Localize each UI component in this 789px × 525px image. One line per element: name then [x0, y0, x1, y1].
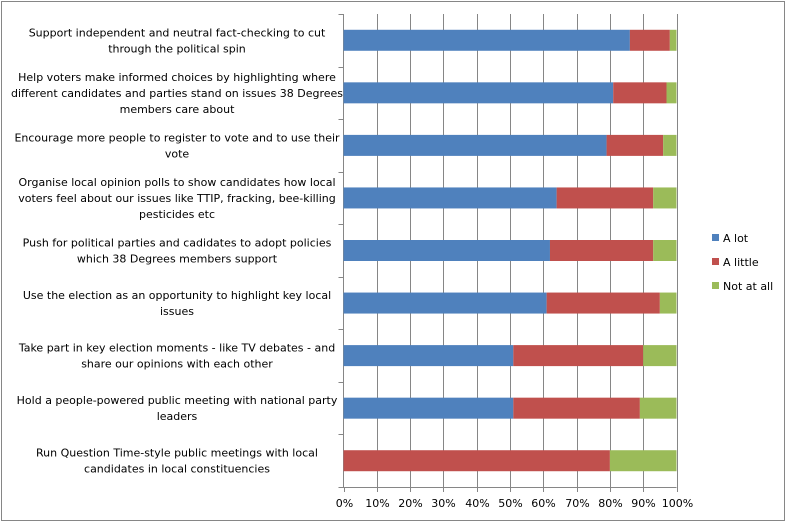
legend-label: A lot [723, 232, 749, 245]
bar-a-little [549, 240, 654, 261]
bar-a-little [546, 292, 660, 314]
bar-a-lot [343, 397, 514, 419]
x-tick-label: 80% [598, 497, 622, 510]
x-tick-label: 90% [631, 497, 655, 510]
x-tick-label: 60% [531, 497, 555, 510]
bar-not-at-all [653, 240, 677, 261]
legend-swatch [712, 282, 719, 289]
bar-not-at-all [659, 292, 677, 314]
x-tick-label: 70% [565, 497, 589, 510]
bar-not-at-all [666, 82, 677, 104]
category-label: Support independent and neutral fact-che… [29, 26, 326, 55]
legend-label: Not at all [723, 280, 773, 293]
x-tick-label: 40% [465, 497, 489, 510]
x-tick-label: 100% [662, 497, 693, 510]
category-label: Help voters make informed choices by hig… [11, 71, 343, 116]
category-label: Take part in key election moments - like… [18, 342, 335, 371]
bar-a-little [606, 134, 664, 156]
bar-not-at-all [653, 187, 677, 209]
x-tick-label: 50% [498, 497, 522, 510]
bar-a-little [556, 187, 654, 209]
bar-not-at-all [609, 450, 677, 472]
bar-a-little [613, 82, 667, 104]
bar-not-at-all [669, 29, 677, 51]
category-label: Hold a people-powered public meeting wit… [17, 394, 338, 423]
legend-swatch [712, 258, 719, 265]
x-tick-label: 0% [336, 497, 353, 510]
bar-not-at-all [639, 397, 677, 419]
legend-label: A little [723, 256, 759, 269]
category-label: Encourage more people to register to vot… [14, 131, 340, 160]
bar-a-lot [343, 82, 614, 104]
bar-a-little [513, 345, 644, 367]
category-label: Push for political parties and cadidates… [23, 237, 332, 266]
x-tick-label: 30% [431, 497, 455, 510]
bar-a-little [513, 397, 640, 419]
category-label: Run Question Time-style public meetings … [36, 447, 318, 476]
bar-a-little [629, 29, 670, 51]
bar-not-at-all [663, 134, 677, 156]
bar-a-lot [343, 240, 550, 261]
category-label: Use the election as an opportunity to hi… [23, 289, 331, 318]
bar-a-lot [343, 29, 630, 51]
bar-a-lot [343, 134, 607, 156]
bar-a-little [343, 450, 610, 472]
x-tick-label: 10% [365, 497, 389, 510]
legend-swatch [712, 234, 719, 241]
x-tick-label: 20% [398, 497, 422, 510]
bar-a-lot [343, 345, 514, 367]
bar-a-lot [343, 292, 547, 314]
bar-not-at-all [643, 345, 677, 367]
category-label: Organise local opinion polls to show can… [18, 176, 336, 221]
bar-a-lot [343, 187, 557, 209]
